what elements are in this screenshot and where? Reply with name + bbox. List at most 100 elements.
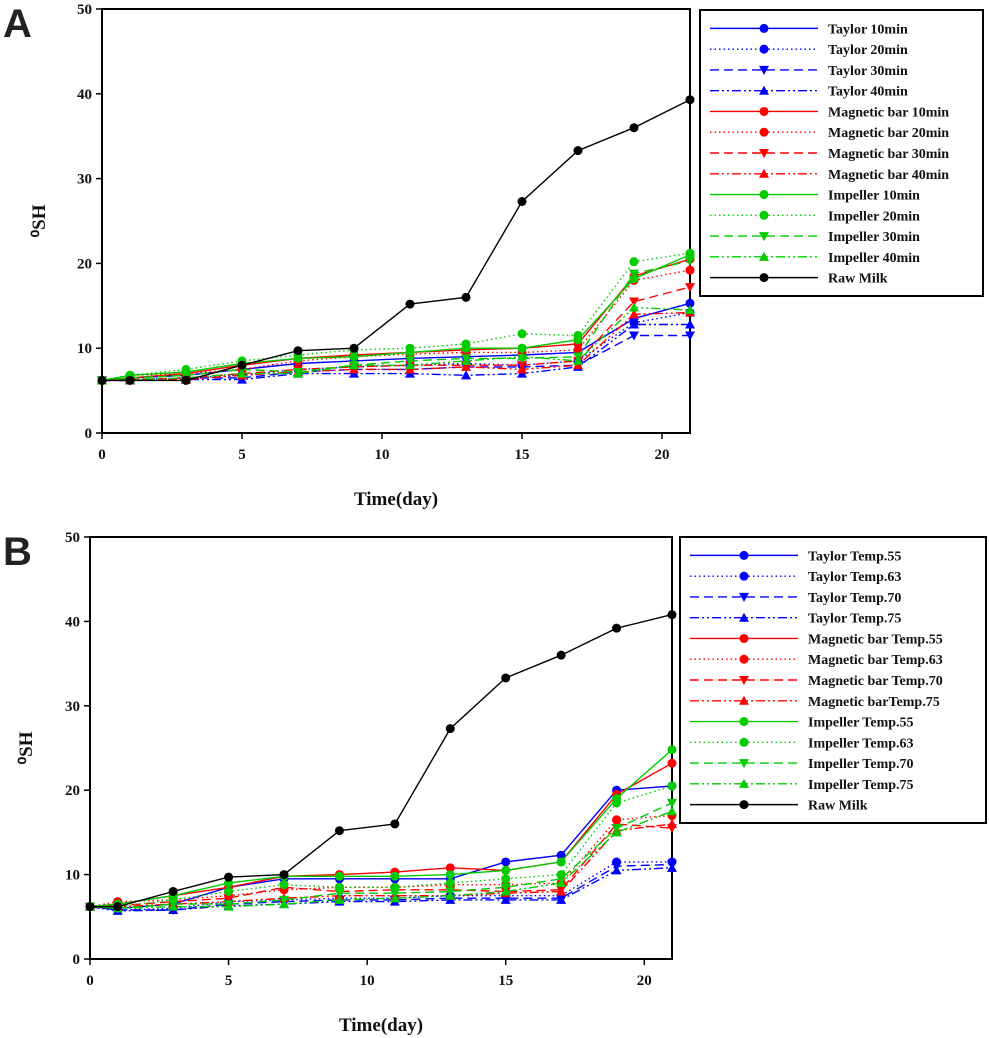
data-point [668, 781, 677, 790]
data-point [574, 146, 583, 155]
legend-swatch-marker [740, 551, 749, 560]
legend-swatch-marker [760, 211, 769, 220]
legend-label: Taylor Temp.75 [808, 612, 901, 627]
data-point [518, 344, 527, 353]
panel-letter-b: B [3, 530, 32, 574]
legend-label: Magnetic barTemp.75 [808, 695, 940, 710]
data-point [446, 724, 455, 733]
data-point [182, 376, 191, 385]
legend-swatch-marker [740, 738, 749, 747]
data-point [280, 870, 289, 879]
data-point [462, 293, 471, 302]
legend-label: Impeller 40min [828, 251, 920, 266]
legend-label: Magnetic bar 30min [828, 147, 949, 162]
legend-swatch-marker [740, 717, 749, 726]
data-point [335, 826, 344, 835]
figure: A B 0 10 20 30 40 50 0 5 10 15 20 Time(day) ⁰SH Taylo… [0, 0, 989, 1038]
data-point [501, 857, 510, 866]
data-point [686, 95, 695, 104]
panel-letter-a: A [3, 2, 32, 46]
data-point [557, 651, 566, 660]
data-point [518, 329, 527, 338]
legend-swatch-marker [760, 45, 769, 54]
x-tick-label: 15 [515, 447, 530, 463]
data-point [612, 798, 621, 807]
legend-swatch-marker [740, 655, 749, 664]
legend-label: Taylor 40min [828, 85, 908, 100]
data-point [501, 673, 510, 682]
y-tick-label: 10 [65, 868, 80, 884]
legend-swatch-marker [760, 273, 769, 282]
legend-label: Taylor Temp.63 [808, 570, 901, 585]
data-point [113, 902, 122, 911]
legend-label: Taylor 20min [828, 43, 908, 58]
data-point [612, 624, 621, 633]
x-tick-label: 10 [360, 973, 375, 989]
data-point [390, 872, 399, 881]
data-point [630, 257, 639, 266]
legend-swatch-marker [760, 24, 769, 33]
data-point [406, 300, 415, 309]
x-tick-label: 5 [238, 447, 246, 463]
x-tick-label: 15 [498, 973, 513, 989]
y-tick-label: 50 [77, 2, 92, 18]
x-tick-label: 10 [375, 447, 390, 463]
data-point [557, 857, 566, 866]
data-point [224, 887, 233, 896]
y-axis-title: ⁰SH [29, 204, 50, 237]
data-point [446, 870, 455, 879]
legend-label: Impeller Temp.75 [808, 778, 914, 793]
legend-label: Taylor 30min [828, 64, 908, 79]
legend-label: Taylor Temp.55 [808, 549, 901, 564]
data-point [501, 866, 510, 875]
legend-label: Magnetic bar Temp.70 [808, 674, 943, 689]
x-tick-label: 20 [637, 973, 652, 989]
legend-swatch-marker [740, 634, 749, 643]
data-point [501, 874, 510, 883]
data-point [224, 873, 233, 882]
data-point [446, 879, 455, 888]
x-axis-title: Time(day) [354, 489, 438, 510]
data-point [86, 902, 95, 911]
legend-label: Magnetic bar Temp.55 [808, 632, 943, 647]
legend-label: Magnetic bar Temp.63 [808, 653, 943, 668]
data-point [668, 759, 677, 768]
data-point [238, 361, 247, 370]
legend-label: Impeller 20min [828, 209, 920, 224]
data-point [630, 123, 639, 132]
data-point [280, 880, 289, 889]
data-point [406, 344, 415, 353]
legend: Taylor Temp.55 Taylor Temp.63 Taylor Temp.… [680, 537, 986, 823]
data-point [518, 197, 527, 206]
legend-label: Impeller Temp.70 [808, 757, 914, 772]
data-point [574, 331, 583, 340]
legend-swatch-marker [740, 572, 749, 581]
x-axis-title: Time(day) [339, 1015, 423, 1036]
x-tick-label: 0 [98, 447, 106, 463]
legend-label: Raw Milk [828, 272, 888, 287]
y-tick-label: 40 [77, 87, 92, 103]
y-tick-label: 40 [65, 614, 80, 630]
data-point [668, 610, 677, 619]
legend-swatch-marker [760, 190, 769, 199]
data-point [350, 344, 359, 353]
legend-label: Taylor Temp.70 [808, 591, 901, 606]
y-tick-label: 30 [77, 172, 92, 188]
legend-label: Impeller 30min [828, 230, 920, 245]
legend-label: Impeller Temp.63 [808, 736, 914, 751]
data-point [390, 819, 399, 828]
legend-label: Impeller 10min [828, 189, 920, 204]
y-tick-label: 30 [65, 699, 80, 715]
x-tick-label: 0 [86, 973, 94, 989]
data-point [294, 346, 303, 355]
data-point [169, 887, 178, 896]
legend-label: Magnetic bar 10min [828, 105, 949, 120]
legend-swatch-marker [760, 128, 769, 137]
y-tick-label: 50 [65, 530, 80, 546]
legend-label: Taylor 10min [828, 22, 908, 37]
legend-label: Raw Milk [808, 799, 868, 814]
data-point [668, 745, 677, 754]
x-tick-label: 20 [655, 447, 670, 463]
data-point [462, 339, 471, 348]
x-tick-label: 5 [225, 973, 233, 989]
